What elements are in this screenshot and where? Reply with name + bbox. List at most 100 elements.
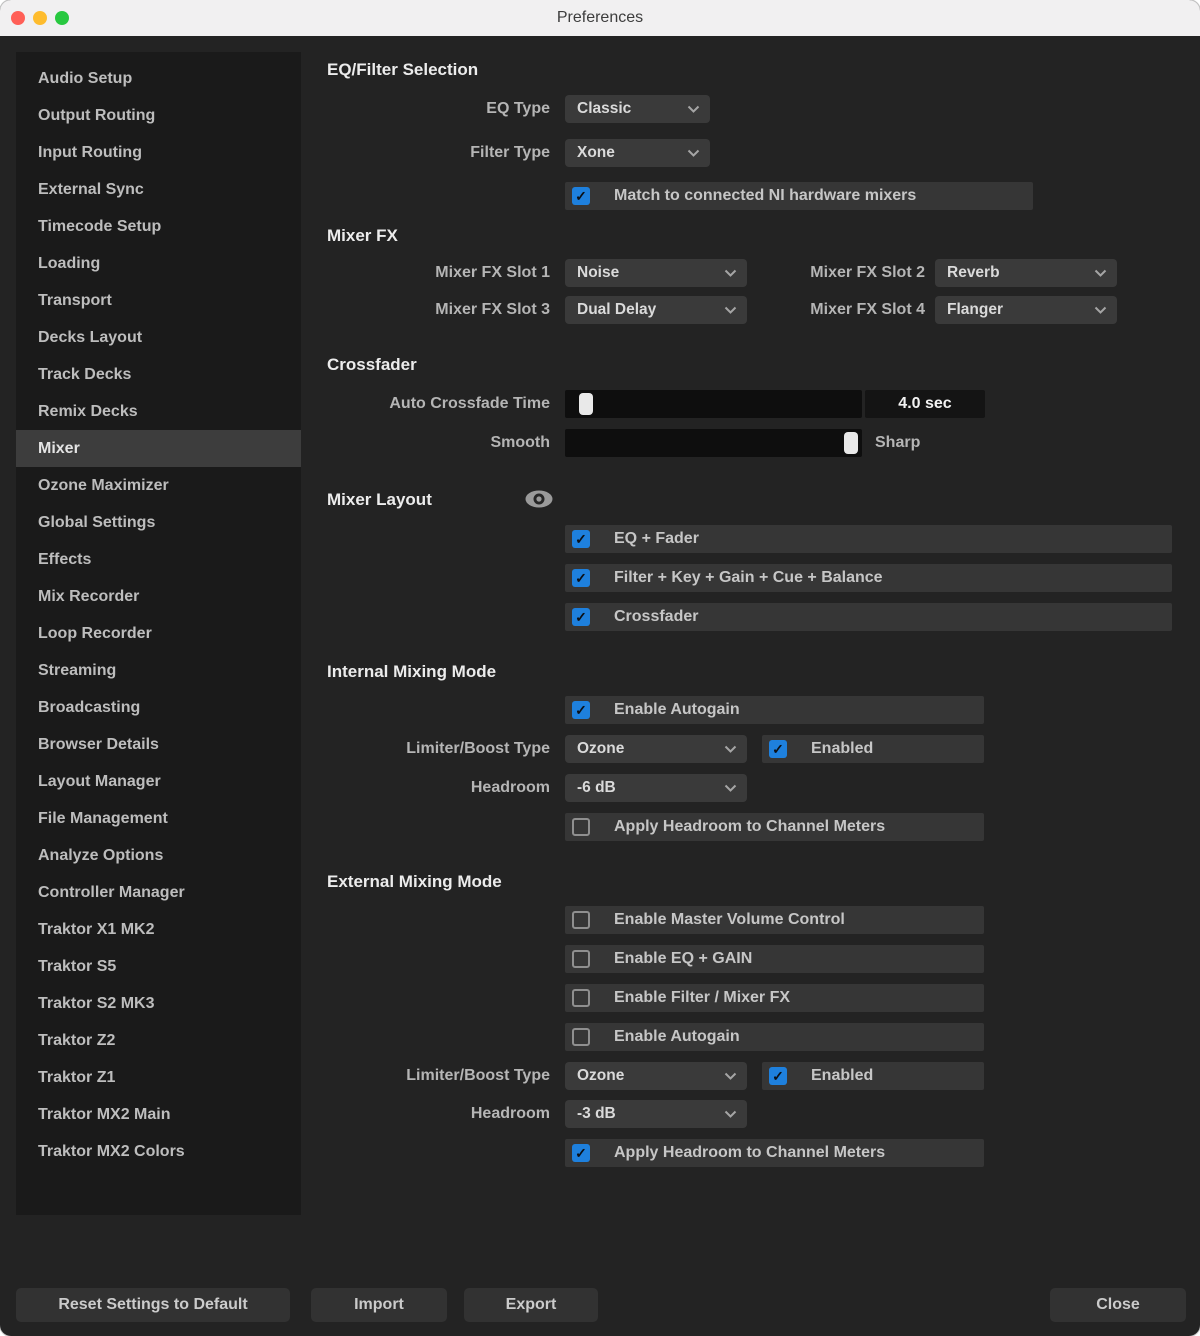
external-enable-autogain-checkbox[interactable] [572, 1028, 590, 1046]
close-window-icon[interactable] [11, 11, 25, 25]
sharp-label: Sharp [875, 434, 921, 451]
layout-filter-key-gain-checkbox[interactable] [572, 569, 590, 587]
internal-apply-headroom-label: Apply Headroom to Channel Meters [614, 818, 886, 835]
export-button[interactable]: Export [464, 1288, 598, 1322]
external-enable-autogain-checkbox-row[interactable]: Enable Autogain [565, 1023, 984, 1051]
mixer-fx-slot3-select[interactable]: Dual Delay [565, 296, 747, 324]
match-ni-hardware-checkbox-row[interactable]: Match to connected NI hardware mixers [565, 182, 1033, 210]
sidebar-item-remix-decks[interactable]: Remix Decks [38, 402, 138, 420]
import-button[interactable]: Import [311, 1288, 447, 1322]
internal-limiter-enabled-checkbox[interactable] [769, 740, 787, 758]
mixer-fx-slot1-select[interactable]: Noise [565, 259, 747, 287]
internal-enable-autogain-checkbox[interactable] [572, 701, 590, 719]
close-button[interactable]: Close [1050, 1288, 1186, 1322]
mixer-fx-slot2-value: Reverb [947, 264, 1000, 281]
sidebar-item-traktor-mx2-colors[interactable]: Traktor MX2 Colors [38, 1142, 185, 1160]
layout-filter-key-gain-checkbox-row[interactable]: Filter + Key + Gain + Cue + Balance [565, 564, 1172, 592]
sidebar-item-track-decks[interactable]: Track Decks [38, 365, 132, 383]
sidebar-item-timecode-setup[interactable]: Timecode Setup [38, 217, 162, 235]
match-ni-hardware-label: Match to connected NI hardware mixers [614, 187, 917, 204]
mixer-fx-slot3-label: Mixer FX Slot 3 [435, 301, 550, 318]
external-limiter-select[interactable]: Ozone [565, 1062, 747, 1090]
zoom-window-icon[interactable] [55, 11, 69, 25]
sidebar-item-broadcasting[interactable]: Broadcasting [38, 698, 141, 716]
smooth-label: Smooth [490, 434, 550, 451]
sidebar-item-traktor-s2-mk3[interactable]: Traktor S2 MK3 [38, 994, 155, 1012]
external-filter-mixerfx-checkbox-row[interactable]: Enable Filter / Mixer FX [565, 984, 984, 1012]
internal-headroom-value: -6 dB [577, 779, 616, 796]
crossfader-curve-slider-handle[interactable] [844, 432, 858, 454]
layout-eq-fader-checkbox-row[interactable]: EQ + Fader [565, 525, 1172, 553]
eye-icon[interactable] [524, 487, 554, 511]
external-master-volume-checkbox-row[interactable]: Enable Master Volume Control [565, 906, 984, 934]
external-apply-headroom-checkbox[interactable] [572, 1144, 590, 1162]
internal-headroom-select[interactable]: -6 dB [565, 774, 747, 802]
chevron-down-icon [1094, 269, 1107, 277]
sidebar-item-analyze-options[interactable]: Analyze Options [38, 846, 164, 864]
auto-crossfade-label: Auto Crossfade Time [389, 395, 550, 412]
filter-type-value: Xone [577, 144, 615, 161]
chevron-down-icon [724, 269, 737, 277]
sidebar-item-controller-manager[interactable]: Controller Manager [38, 883, 185, 901]
sidebar-item-audio-setup[interactable]: Audio Setup [38, 69, 133, 87]
internal-apply-headroom-checkbox-row[interactable]: Apply Headroom to Channel Meters [565, 813, 984, 841]
sidebar-item-ozone-maximizer[interactable]: Ozone Maximizer [38, 476, 169, 494]
chevron-down-icon [724, 1110, 737, 1118]
internal-limiter-select[interactable]: Ozone [565, 735, 747, 763]
crossfader-curve-slider[interactable] [565, 429, 862, 457]
sidebar-item-traktor-x1-mk2[interactable]: Traktor X1 MK2 [38, 920, 155, 938]
sidebar-item-effects[interactable]: Effects [38, 550, 92, 568]
sidebar-item-layout-manager[interactable]: Layout Manager [38, 772, 161, 790]
sidebar-item-transport[interactable]: Transport [38, 291, 112, 309]
sidebar-item-loading[interactable]: Loading [38, 254, 101, 272]
section-title-internal-mixing: Internal Mixing Mode [327, 662, 497, 681]
layout-eq-fader-checkbox[interactable] [572, 530, 590, 548]
external-headroom-select[interactable]: -3 dB [565, 1100, 747, 1128]
filter-type-select[interactable]: Xone [565, 139, 710, 167]
mixer-fx-slot4-select[interactable]: Flanger [935, 296, 1117, 324]
external-master-volume-checkbox[interactable] [572, 911, 590, 929]
auto-crossfade-slider-handle[interactable] [579, 393, 593, 415]
external-limiter-label: Limiter/Boost Type [406, 1067, 550, 1084]
external-eq-gain-checkbox[interactable] [572, 950, 590, 968]
external-limiter-value: Ozone [577, 1067, 625, 1084]
external-limiter-enabled-checkbox[interactable] [769, 1067, 787, 1085]
internal-enable-autogain-checkbox-row[interactable]: Enable Autogain [565, 696, 984, 724]
external-eq-gain-checkbox-row[interactable]: Enable EQ + GAIN [565, 945, 984, 973]
sidebar-item-streaming[interactable]: Streaming [38, 661, 117, 679]
minimize-window-icon[interactable] [33, 11, 47, 25]
internal-headroom-label: Headroom [470, 779, 550, 796]
layout-crossfader-checkbox-row[interactable]: Crossfader [565, 603, 1172, 631]
eq-type-select[interactable]: Classic [565, 95, 710, 123]
external-apply-headroom-checkbox-row[interactable]: Apply Headroom to Channel Meters [565, 1139, 984, 1167]
auto-crossfade-slider[interactable] [565, 390, 862, 418]
external-headroom-value: -3 dB [577, 1105, 616, 1122]
sidebar-item-decks-layout[interactable]: Decks Layout [38, 328, 143, 346]
sidebar-item-mixer[interactable]: Mixer [16, 430, 301, 467]
sidebar-item-output-routing[interactable]: Output Routing [38, 106, 156, 124]
internal-apply-headroom-checkbox[interactable] [572, 818, 590, 836]
reset-settings-button[interactable]: Reset Settings to Default [16, 1288, 290, 1322]
layout-crossfader-checkbox[interactable] [572, 608, 590, 626]
sidebar-item-browser-details[interactable]: Browser Details [38, 735, 159, 753]
sidebar-item-traktor-s5[interactable]: Traktor S5 [38, 957, 117, 975]
external-eq-gain-label: Enable EQ + GAIN [614, 950, 753, 967]
mixer-fx-slot2-select[interactable]: Reverb [935, 259, 1117, 287]
match-ni-hardware-checkbox[interactable] [572, 187, 590, 205]
internal-limiter-enabled-checkbox-row[interactable]: Enabled [762, 735, 984, 763]
sidebar-item-traktor-z1[interactable]: Traktor Z1 [38, 1068, 116, 1086]
sidebar-item-global-settings[interactable]: Global Settings [38, 513, 156, 531]
sidebar-item-input-routing[interactable]: Input Routing [38, 143, 142, 161]
sidebar-item-traktor-z2[interactable]: Traktor Z2 [38, 1031, 116, 1049]
internal-headroom-row: Headroom -6 dB [327, 774, 747, 802]
sidebar-item-external-sync[interactable]: External Sync [38, 180, 144, 198]
sidebar-item-loop-recorder[interactable]: Loop Recorder [38, 624, 152, 642]
sidebar-item-file-management[interactable]: File Management [38, 809, 168, 827]
external-filter-mixerfx-checkbox[interactable] [572, 989, 590, 1007]
external-limiter-enabled-checkbox-row[interactable]: Enabled [762, 1062, 984, 1090]
chevron-down-icon [724, 784, 737, 792]
sidebar-item-traktor-mx2-main[interactable]: Traktor MX2 Main [38, 1105, 171, 1123]
chevron-down-icon [687, 105, 700, 113]
internal-limiter-row: Limiter/Boost Type Ozone Enabled [327, 735, 984, 763]
sidebar-item-mix-recorder[interactable]: Mix Recorder [38, 587, 140, 605]
